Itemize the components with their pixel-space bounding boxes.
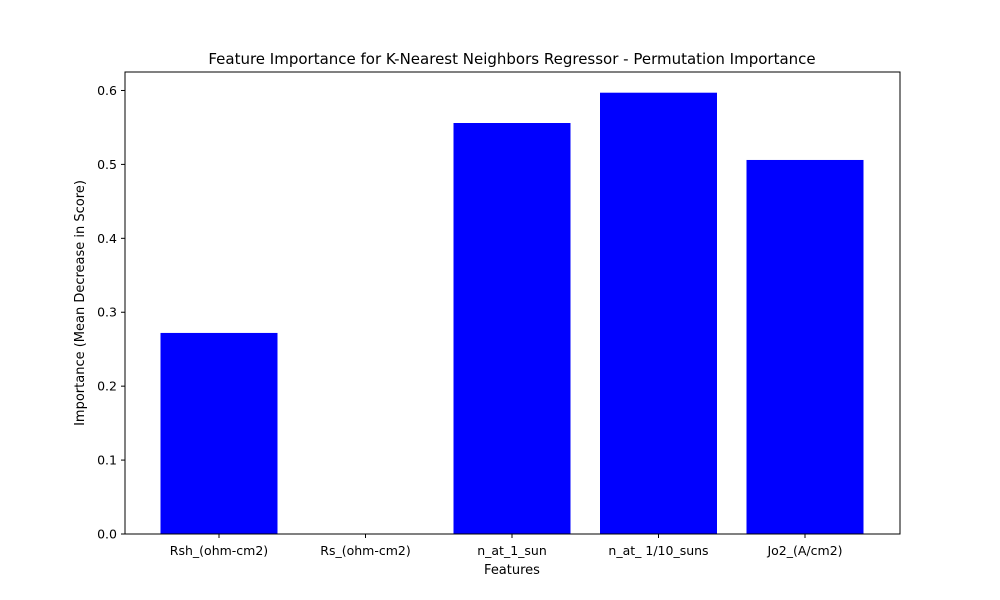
y-tick-label-4: 0.4 <box>97 231 117 246</box>
x-tick-label-1: Rs_(ohm-cm2) <box>320 543 410 558</box>
bar-4 <box>746 159 864 535</box>
y-tick-label-5: 0.5 <box>97 157 117 172</box>
x-tick-label-4: Jo2_(A/cm2) <box>766 543 842 558</box>
bar-2 <box>453 123 571 535</box>
y-tick-label-1: 0.1 <box>97 453 117 468</box>
y-axis-label: Importance (Mean Decrease in Score) <box>73 180 88 426</box>
bars-group <box>160 92 864 535</box>
x-axis-ticks: Rsh_(ohm-cm2) Rs_(ohm-cm2) n_at_1_sun n_at_… <box>170 534 843 558</box>
y-tick-label-6: 0.6 <box>97 83 117 98</box>
bar-0 <box>160 332 278 534</box>
x-tick-label-2: n_at_1_sun <box>477 543 547 558</box>
plot-frame <box>124 71 901 535</box>
x-tick-label-0: Rsh_(ohm-cm2) <box>170 543 268 558</box>
x-axis-label: Features <box>484 563 540 578</box>
x-tick-label-3: n_at_ 1/10_suns <box>608 543 708 558</box>
y-axis-ticks: 0.0 0.1 0.2 0.3 0.4 0.5 0.6 <box>97 83 125 542</box>
y-tick-label-2: 0.2 <box>97 379 117 394</box>
chart-title: Feature Importance for K-Nearest Neighbo… <box>208 50 815 68</box>
y-tick-label-3: 0.3 <box>97 305 117 320</box>
bar-3 <box>600 92 717 534</box>
y-tick-label-0: 0.0 <box>97 527 117 542</box>
